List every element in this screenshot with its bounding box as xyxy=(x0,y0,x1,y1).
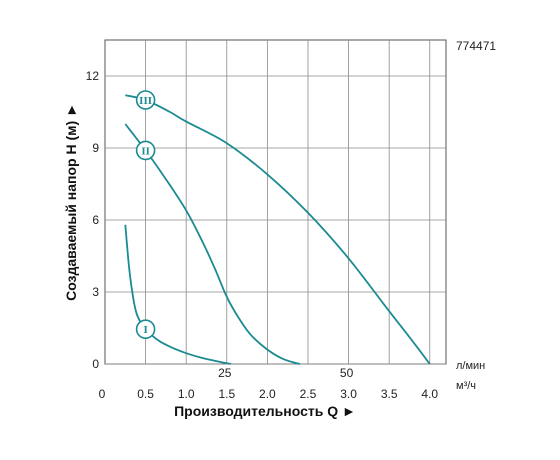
series-line-II xyxy=(124,123,301,365)
product-code: 774471 xyxy=(456,39,496,53)
x-axis-title: Производительность Q ► xyxy=(174,403,356,419)
x-tick-label: 1.5 xyxy=(218,387,235,401)
y-tick-label: 0 xyxy=(92,357,99,371)
y-tick-label: 6 xyxy=(92,213,99,227)
x-secondary-unit: л/мин xyxy=(456,360,485,372)
series-marker-II xyxy=(135,140,156,161)
series-label-II: II xyxy=(141,145,150,157)
x-tick-label: 1.0 xyxy=(178,387,195,401)
series-lines xyxy=(124,94,431,365)
x-zero-label: 0 xyxy=(99,387,106,401)
y-tick-label: 9 xyxy=(92,141,99,155)
x-tick-label: 3.0 xyxy=(340,387,357,401)
series-line-III xyxy=(125,94,431,365)
series-marker-III xyxy=(135,90,156,110)
plot-frame xyxy=(104,39,447,365)
x-tick-labels: 0.5 1.0 1.5 2.0 2.5 3.0 3.5 4.0 xyxy=(137,387,438,401)
grid-lines xyxy=(105,40,446,365)
series-line-I xyxy=(124,224,231,365)
series-marker-I xyxy=(135,319,156,340)
x-unit: м³/ч xyxy=(456,380,476,392)
x-tick-label: 4.0 xyxy=(421,387,438,401)
y-tick-label: 12 xyxy=(86,69,100,83)
x-secondary-tick-label: 25 xyxy=(218,366,232,380)
x-tick-label: 0.5 xyxy=(137,387,154,401)
x-tick-label: 3.5 xyxy=(381,387,398,401)
x-tick-label: 2.5 xyxy=(300,387,317,401)
series-label-III: III xyxy=(139,95,152,107)
y-tick-labels: 0 3 6 9 12 xyxy=(86,69,100,371)
x-secondary-tick-labels: 25 50 xyxy=(218,366,353,380)
x-tick-label: 2.0 xyxy=(259,387,276,401)
y-axis-title: Создаваемый напор H (м) ► xyxy=(63,103,79,301)
series-label-I: I xyxy=(143,324,147,336)
x-secondary-tick-label: 50 xyxy=(340,366,354,380)
y-tick-label: 3 xyxy=(92,285,99,299)
